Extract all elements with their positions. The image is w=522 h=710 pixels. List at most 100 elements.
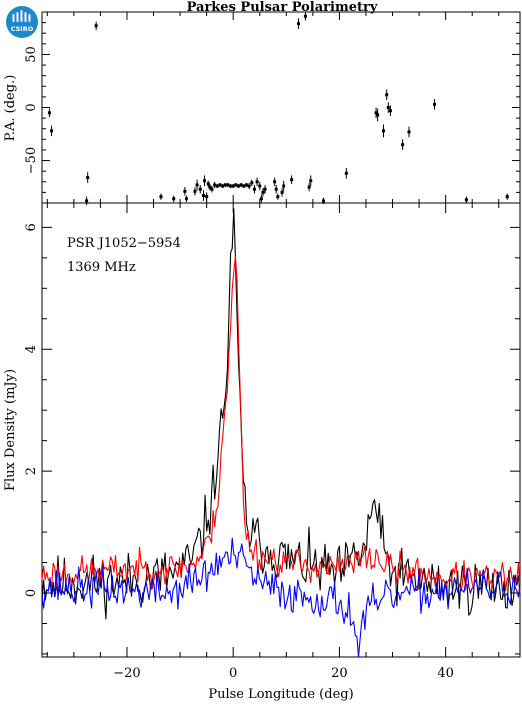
pa-point [255,177,259,187]
pa-point [250,179,254,187]
pa-marker [344,171,348,175]
pa-marker [94,24,98,28]
pa-point [290,175,294,184]
pa-marker [374,111,378,115]
pa-point [244,182,248,188]
pa-marker [280,190,284,194]
flux-x-tick-label: −20 [113,666,140,681]
pa-point [234,182,238,188]
pa-point [203,175,207,187]
pa-point [274,184,278,194]
pa-point [184,195,188,202]
pa-point [94,21,98,31]
pa-point [407,126,411,138]
pa-point [218,182,222,188]
pa-point [297,18,301,29]
pa-point [432,99,436,110]
pa-point [226,182,230,188]
pa-marker [206,182,210,186]
frequency-label: 1369 MHz [67,260,136,275]
pa-marker [223,183,227,187]
csiro-logo: CSIRO [6,6,38,38]
flux-x-axis-label: Pulse Longitude (deg) [208,687,353,702]
pa-point [276,193,280,200]
csiro-logo-mark [12,10,31,22]
pa-point [505,193,509,200]
pa-marker [258,184,262,188]
pa-marker [229,184,233,188]
pa-marker [198,187,202,191]
pa-marker [282,184,286,188]
pa-point [172,195,176,202]
pa-point [282,180,286,192]
pa-point [376,108,380,122]
pa-marker [195,183,199,187]
flux-x-tick-label: 40 [437,666,454,681]
pa-marker [276,195,280,199]
pa-point [261,188,265,197]
pa-point [280,188,284,197]
pa-marker [183,189,187,193]
pa-marker [386,106,390,109]
pa-point [401,139,405,150]
pa-marker [407,130,411,134]
pa-point [215,183,219,189]
pa-marker [47,111,51,115]
pa-marker [193,189,197,193]
pa-marker [201,194,205,198]
pa-point [263,184,267,194]
flux-series [41,208,521,658]
pa-point [159,193,163,200]
pa-marker [385,93,389,97]
flux-y-tick-label: 6 [24,223,39,231]
pa-marker [85,199,89,203]
pa-y-tick-label: −50 [24,147,39,174]
pa-marker [376,113,380,117]
flux-panel: −20 0 20 40 0 2 4 6 PSR J1052−5954 1369 MHz Flu… [3,202,521,702]
pa-marker [215,184,219,188]
pa-marker [250,181,254,185]
pa-point [213,181,217,189]
pa-marker [309,179,313,183]
pa-panel-frame [41,11,521,204]
pa-point [388,105,392,116]
pa-point [307,182,311,192]
pa-marker [505,195,509,199]
csiro-logo-disc [6,6,38,38]
pa-marker [234,183,238,187]
pa-marker [205,195,209,199]
pa-point [231,183,235,189]
pa-marker [261,190,265,194]
pa-marker [242,184,246,188]
pa-point [195,179,199,191]
pa-point [259,194,263,203]
pa-point [193,187,197,196]
pa-point [201,190,205,201]
pa-point [221,183,225,189]
pa-marker [263,187,267,191]
pa-point [344,167,348,179]
source-name: PSR J1052−5954 [67,236,181,251]
flux-x-tick-label: 20 [331,666,348,681]
pa-marker [218,183,222,187]
pa-point [208,183,212,191]
pa-point [252,184,256,194]
pa-point [309,175,313,187]
pa-point [237,183,241,189]
pa-marker [221,184,225,188]
flux-series-line [41,255,521,593]
pa-marker [259,197,263,201]
flux-y-tick-label: 2 [24,467,39,475]
pa-point [242,183,246,189]
pa-y-tick-label: 50 [24,46,39,63]
pa-point [273,177,277,187]
pa-marker [50,129,54,133]
pa-marker [239,183,243,187]
pa-y-tick-label: 0 [24,103,39,111]
pa-marker [210,187,214,191]
pa-marker [290,178,294,182]
flux-y-axis-label: Flux Density (mJy) [3,369,18,491]
pa-marker [255,180,259,184]
flux-y-tick-label: 4 [24,345,39,353]
pa-marker [159,195,163,199]
